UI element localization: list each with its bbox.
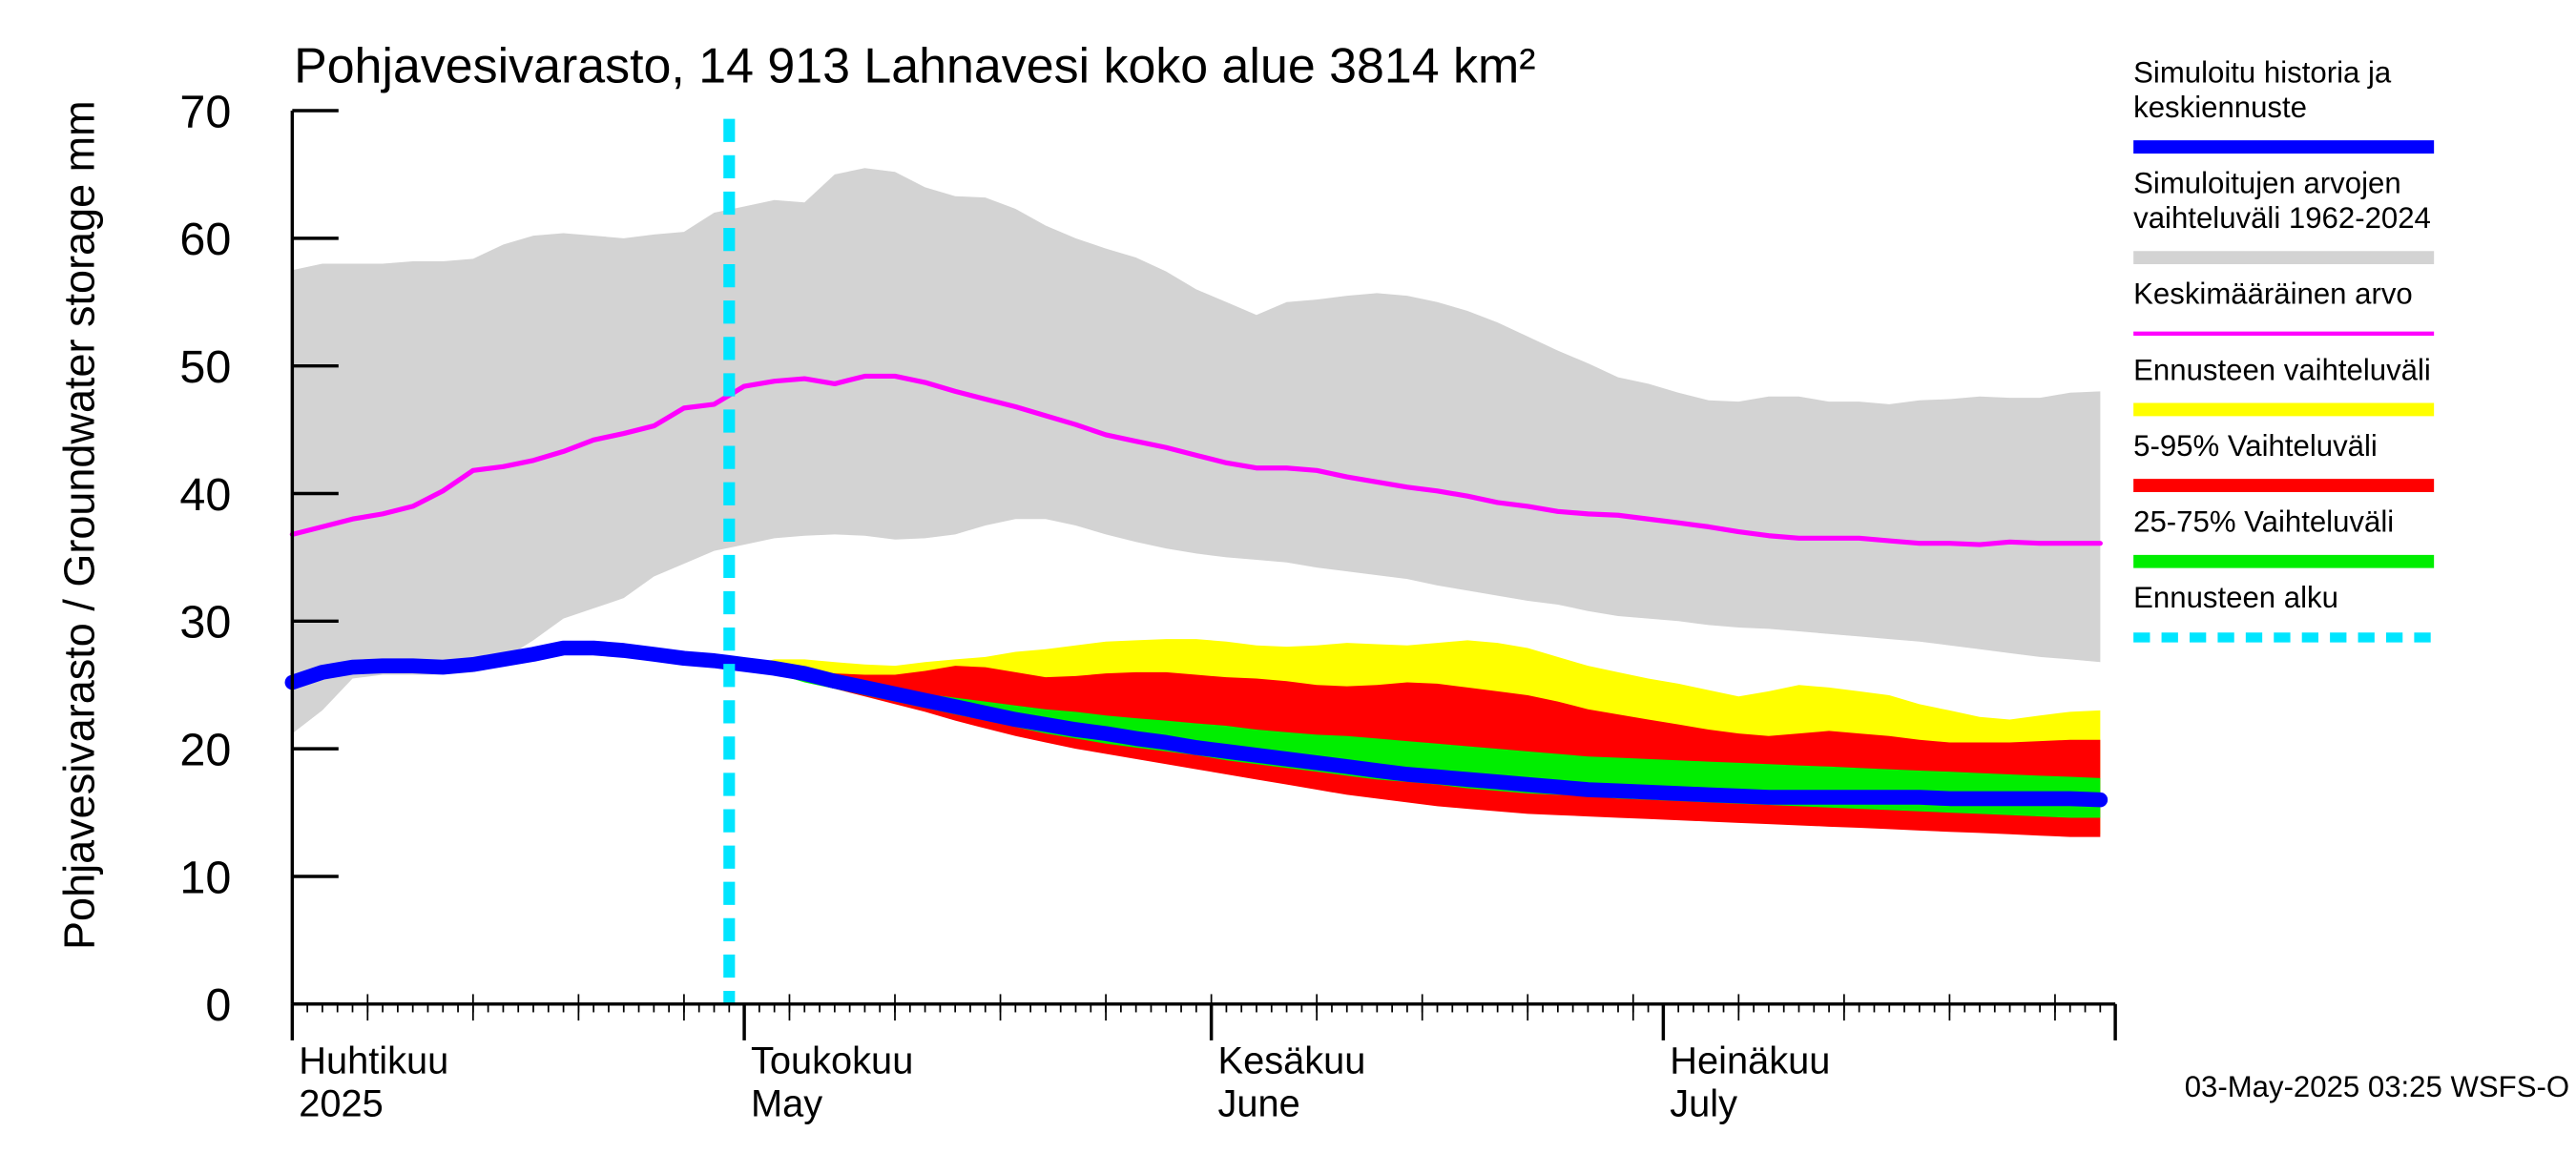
y-tick-label: 40 xyxy=(179,469,231,521)
y-tick-label: 0 xyxy=(205,979,231,1031)
band-simuloitujen-arvojen-vaihteluv-li-1962-2024 xyxy=(292,168,2101,734)
legend-label: vaihteluväli 1962-2024 xyxy=(2133,201,2431,235)
legend-label: Keskimääräinen arvo xyxy=(2133,278,2413,311)
legend-label: 25-75% Vaihteluväli xyxy=(2133,505,2394,539)
legend-label: 5-95% Vaihteluväli xyxy=(2133,429,2378,463)
month-label-sub: June xyxy=(1218,1083,1300,1125)
y-tick-label: 70 xyxy=(179,86,231,137)
band-25-75-vaihteluv-li xyxy=(744,667,2101,818)
plot-area xyxy=(284,118,2109,1004)
legend-label: keskiennuste xyxy=(2133,91,2307,124)
chart-title: Pohjavesivarasto, 14 913 Lahnavesi koko … xyxy=(294,39,1535,94)
month-label: Toukokuu xyxy=(751,1040,913,1082)
y-tick-label: 50 xyxy=(179,341,231,393)
month-label-sub: May xyxy=(751,1083,822,1125)
y-tick-label: 30 xyxy=(179,597,231,649)
y-axis-label: Pohjavesivarasto / Groundwater storage m… xyxy=(55,100,104,950)
legend-label: Ennusteen vaihteluväli xyxy=(2133,353,2431,386)
y-tick-label: 60 xyxy=(179,214,231,265)
timestamp: 03-May-2025 03:25 WSFS-O xyxy=(2185,1070,2569,1103)
y-tick-label: 10 xyxy=(179,852,231,903)
y-tick-label: 20 xyxy=(179,724,231,775)
legend-label: Simuloitujen arvojen xyxy=(2133,167,2400,200)
legend-label: Ennusteen alku xyxy=(2133,581,2338,614)
legend-label: Simuloitu historia ja xyxy=(2133,56,2392,90)
line-keskim-r-inen-arvo xyxy=(289,373,2103,547)
month-label: Heinäkuu xyxy=(1670,1040,1830,1082)
line-simuloitu-historia-ja-keskiennuste xyxy=(284,640,2109,808)
month-label-sub: 2025 xyxy=(299,1083,384,1125)
month-label: Kesäkuu xyxy=(1218,1040,1366,1082)
month-label-sub: July xyxy=(1670,1083,1737,1125)
month-label: Huhtikuu xyxy=(299,1040,448,1082)
